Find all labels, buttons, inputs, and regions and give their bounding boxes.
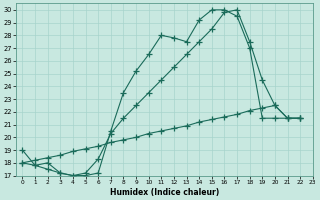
- X-axis label: Humidex (Indice chaleur): Humidex (Indice chaleur): [110, 188, 219, 197]
